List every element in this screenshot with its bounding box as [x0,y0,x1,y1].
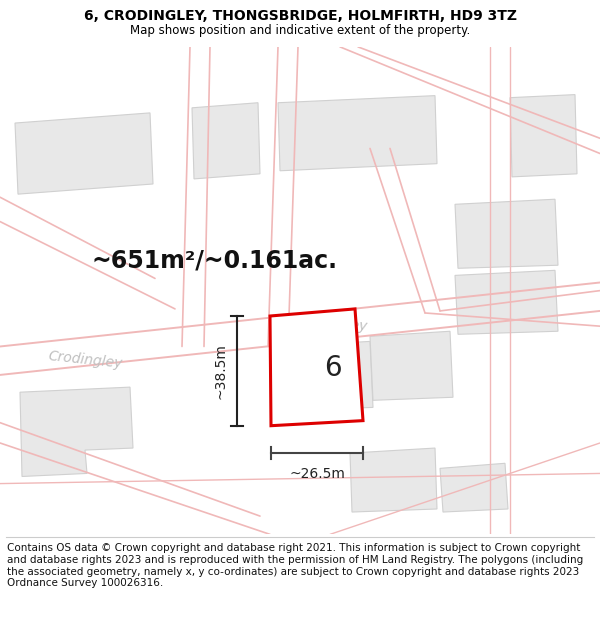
Polygon shape [350,448,437,512]
Polygon shape [278,96,437,171]
Text: Map shows position and indicative extent of the property.: Map shows position and indicative extent… [130,24,470,36]
Polygon shape [370,331,453,400]
Polygon shape [20,387,133,476]
Polygon shape [455,199,558,268]
Polygon shape [455,270,558,334]
Text: Crodingley: Crodingley [292,312,368,334]
Text: 6, CRODINGLEY, THONGSBRIDGE, HOLMFIRTH, HD9 3TZ: 6, CRODINGLEY, THONGSBRIDGE, HOLMFIRTH, … [83,9,517,23]
Polygon shape [440,463,508,512]
Polygon shape [192,102,260,179]
Polygon shape [270,309,363,426]
Text: Contains OS data © Crown copyright and database right 2021. This information is : Contains OS data © Crown copyright and d… [7,543,583,588]
Text: ~651m²/~0.161ac.: ~651m²/~0.161ac. [92,248,338,272]
Polygon shape [15,113,153,194]
Polygon shape [280,341,373,411]
Text: Crodingley: Crodingley [47,349,123,371]
Polygon shape [510,94,577,177]
Text: 6: 6 [324,354,341,382]
Text: ~26.5m: ~26.5m [289,468,345,481]
Text: ~38.5m: ~38.5m [213,343,227,399]
